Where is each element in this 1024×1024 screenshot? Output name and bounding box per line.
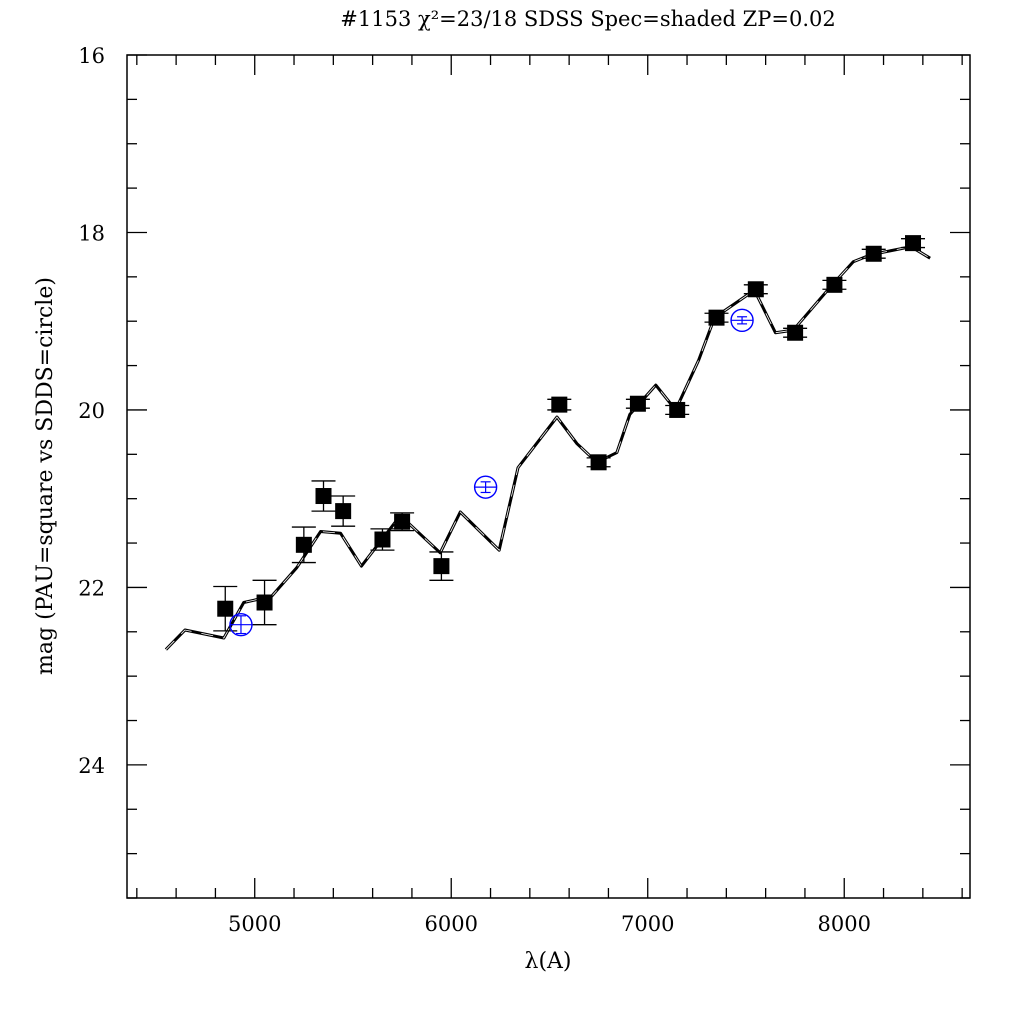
- x-axis-label: λ(A): [525, 949, 572, 974]
- model-line: [164, 245, 931, 651]
- pau-point: [747, 281, 764, 298]
- pau-point: [629, 395, 646, 412]
- pau-point: [256, 594, 273, 611]
- pau-point: [787, 324, 804, 341]
- pau-point: [295, 536, 312, 553]
- axes: 5000 6000 7000 8000 16 18 20 22 24: [78, 44, 970, 936]
- pau-point: [374, 531, 391, 548]
- x-tick-label: 5000: [228, 912, 281, 936]
- pau-point: [217, 600, 234, 617]
- chart-title: #1153 χ²=23/18 SDSS Spec=shaded ZP=0.02: [340, 7, 835, 31]
- data-marks: [213, 235, 926, 637]
- model-spectrum: [164, 245, 931, 651]
- pau-point: [433, 558, 450, 575]
- pau-point: [590, 454, 607, 471]
- x-tick-label: 6000: [425, 912, 478, 936]
- pau-point: [551, 396, 568, 413]
- y-tick-label: 18: [78, 221, 105, 245]
- pau-point: [708, 309, 725, 326]
- y-tick-label: 16: [78, 44, 105, 68]
- y-tick-label: 20: [78, 399, 105, 423]
- pau-point: [826, 276, 843, 293]
- y-tick-label: 22: [78, 576, 105, 600]
- pau-point: [394, 513, 411, 530]
- pau-point: [865, 245, 882, 262]
- pau-point: [905, 235, 922, 252]
- x-tick-label: 8000: [818, 912, 871, 936]
- x-tick-label: 7000: [621, 912, 674, 936]
- y-axis-label: mag (PAU=square vs SDDS=circle): [33, 277, 58, 675]
- plot-frame: [126, 54, 971, 899]
- model-line-shade: [165, 246, 931, 650]
- pau-point: [335, 503, 352, 520]
- pau-point: [315, 488, 332, 505]
- y-tick-label: 24: [78, 754, 105, 778]
- pau-point: [669, 401, 686, 418]
